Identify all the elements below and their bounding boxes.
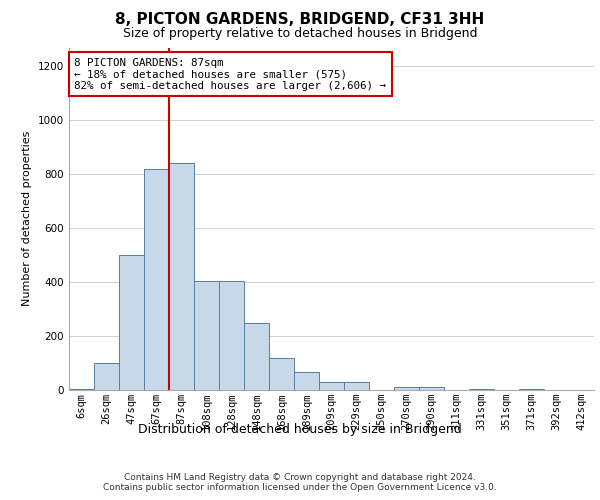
Bar: [294, 372, 319, 390]
Y-axis label: Number of detached properties: Number of detached properties: [22, 131, 32, 306]
Bar: [269, 358, 294, 390]
Text: Size of property relative to detached houses in Bridgend: Size of property relative to detached ho…: [123, 28, 477, 40]
Bar: [244, 322, 269, 390]
Text: 8 PICTON GARDENS: 87sqm
← 18% of detached houses are smaller (575)
82% of semi-d: 8 PICTON GARDENS: 87sqm ← 18% of detache…: [74, 58, 386, 91]
Bar: [319, 382, 344, 390]
Bar: [194, 281, 219, 390]
Bar: [519, 389, 544, 390]
Bar: [94, 363, 119, 390]
Bar: [419, 388, 444, 390]
Bar: [119, 255, 144, 390]
Text: 8, PICTON GARDENS, BRIDGEND, CF31 3HH: 8, PICTON GARDENS, BRIDGEND, CF31 3HH: [115, 12, 485, 28]
Bar: [219, 281, 244, 390]
Bar: [469, 389, 494, 390]
Bar: [144, 169, 169, 390]
Bar: [394, 388, 419, 390]
Text: Distribution of detached houses by size in Bridgend: Distribution of detached houses by size …: [138, 422, 462, 436]
Text: Contains HM Land Registry data © Crown copyright and database right 2024.
Contai: Contains HM Land Registry data © Crown c…: [103, 473, 497, 492]
Bar: [69, 388, 94, 390]
Bar: [169, 164, 194, 390]
Bar: [344, 382, 369, 390]
